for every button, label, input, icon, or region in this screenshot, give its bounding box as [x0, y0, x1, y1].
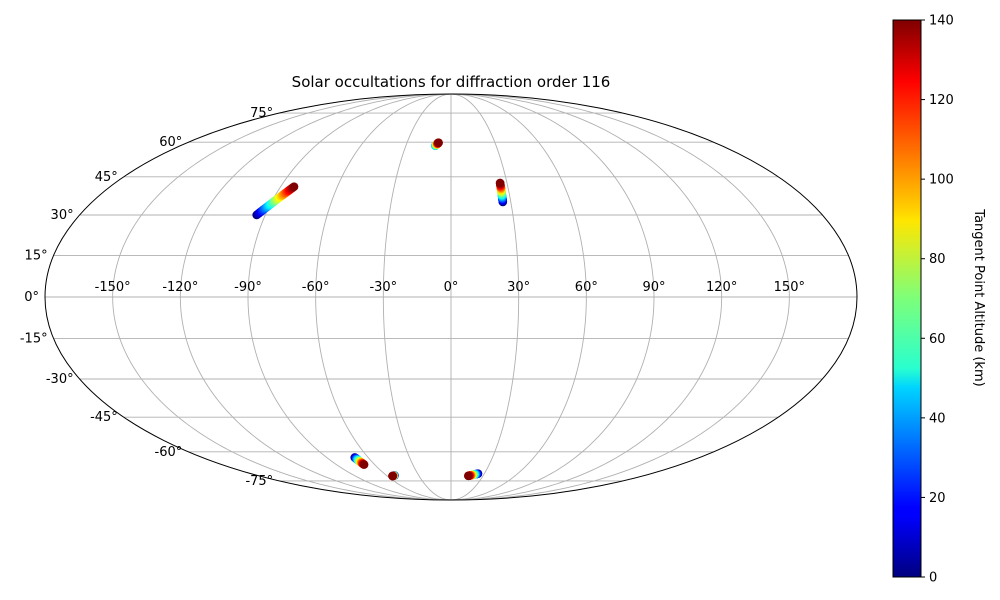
- lat-tick-label: -15°: [20, 332, 48, 347]
- lon-tick-label: -60°: [302, 280, 330, 295]
- colorbar-tick-label: 20: [929, 491, 946, 506]
- colorbar-tick-label: 40: [929, 411, 946, 426]
- data-point: [290, 182, 299, 191]
- lat-tick-label: -30°: [46, 372, 74, 387]
- data-point: [434, 138, 443, 147]
- colorbar-tick-label: 60: [929, 332, 946, 347]
- lon-tick-label: 60°: [575, 280, 598, 295]
- data-point: [464, 472, 473, 481]
- colorbar-tick-label: 100: [929, 173, 954, 188]
- lon-tick-label: 120°: [706, 280, 737, 295]
- colorbar: [893, 20, 921, 577]
- lat-tick-label: -60°: [155, 445, 183, 460]
- longitude-tick-labels: -150° -120° -90° -60° -30° 0° 30° 60° 90° 120° 150…: [95, 280, 805, 295]
- data-points: [252, 138, 507, 480]
- lon-tick-label: -120°: [162, 280, 198, 295]
- lat-tick-label: 60°: [159, 135, 182, 150]
- lat-tick-label: 0°: [24, 290, 39, 305]
- graticule-grid: [45, 94, 857, 500]
- colorbar-tick-label: 120: [929, 93, 954, 108]
- lat-tick-label: 15°: [25, 248, 48, 263]
- data-point: [496, 179, 505, 188]
- lon-tick-label: -30°: [369, 280, 397, 295]
- lon-tick-label: 30°: [507, 280, 530, 295]
- lat-tick-label: 45°: [95, 170, 118, 185]
- lat-tick-label: 30°: [51, 208, 74, 223]
- colorbar-label: Tangent Point Altitude (km): [971, 208, 986, 386]
- lon-tick-label: 150°: [774, 280, 805, 295]
- colorbar-tick-label: 0: [929, 571, 937, 586]
- chart-title: Solar occultations for diffraction order…: [292, 73, 611, 91]
- colorbar-ticks: 0 20 40 60 80 100 120 140: [921, 14, 954, 586]
- data-point: [360, 460, 369, 469]
- lat-tick-label: -45°: [90, 410, 118, 425]
- lat-tick-label: -75°: [245, 474, 273, 489]
- lat-tick-label: 75°: [250, 106, 273, 121]
- colorbar-tick-label: 80: [929, 252, 946, 267]
- lon-tick-label: 0°: [444, 280, 459, 295]
- colorbar-tick-label: 140: [929, 14, 954, 29]
- lon-tick-label: -150°: [95, 280, 131, 295]
- data-point: [388, 472, 397, 481]
- lon-tick-label: -90°: [234, 280, 262, 295]
- lon-tick-label: 90°: [642, 280, 665, 295]
